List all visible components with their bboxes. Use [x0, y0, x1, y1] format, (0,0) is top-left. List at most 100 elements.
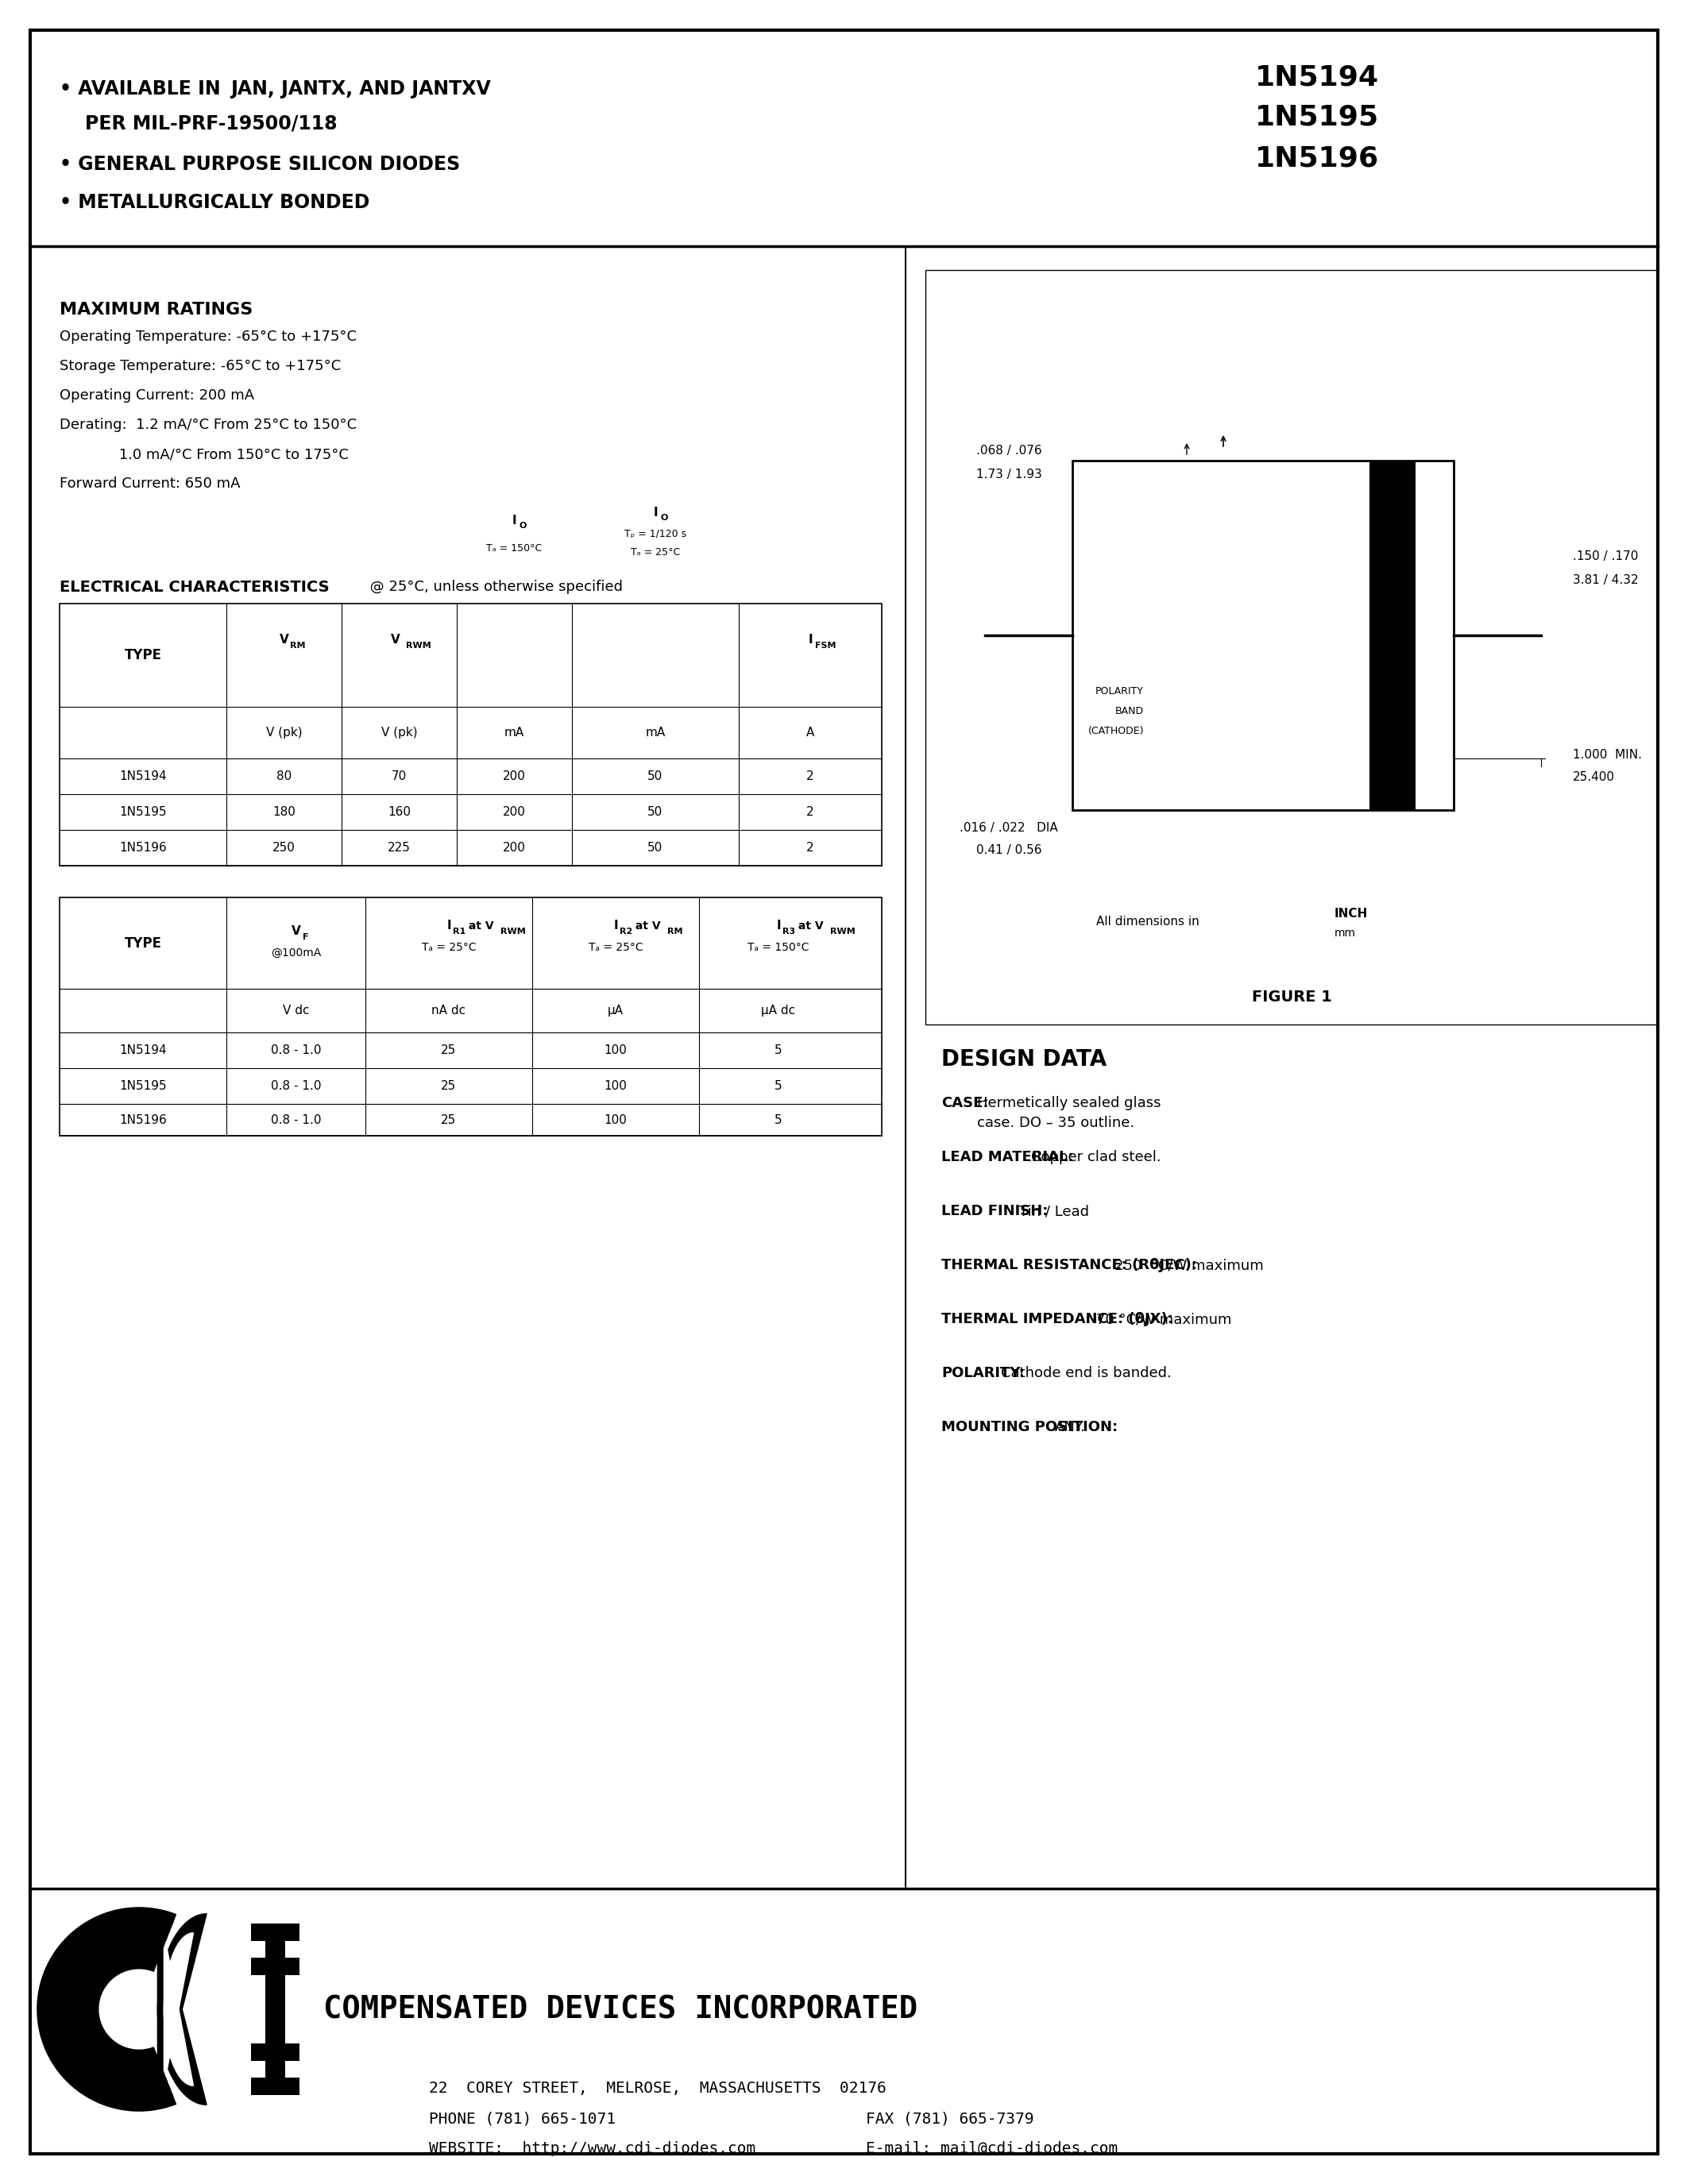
Text: I: I [776, 919, 780, 933]
Text: JAN, JANTX, AND JANTXV: JAN, JANTX, AND JANTXV [230, 79, 491, 98]
Text: 1.73 / 1.93: 1.73 / 1.93 [976, 470, 1041, 480]
Text: 0.41 / 0.56: 0.41 / 0.56 [976, 845, 1041, 856]
Text: 2: 2 [807, 806, 814, 819]
Text: 100: 100 [604, 1044, 628, 1057]
Text: • METALLURGICALLY BONDED: • METALLURGICALLY BONDED [59, 192, 370, 212]
Text: Copper clad steel.: Copper clad steel. [1031, 1151, 1161, 1164]
Text: 250: 250 [272, 841, 295, 854]
Text: 25: 25 [441, 1044, 456, 1057]
Text: 5: 5 [775, 1081, 782, 1092]
Bar [59, 898, 881, 1136]
Polygon shape [157, 1913, 206, 2105]
Bar [265, 1924, 285, 2094]
Text: 100: 100 [604, 1114, 628, 1125]
Text: 25.400: 25.400 [1573, 771, 1615, 782]
Text: FIGURE 1: FIGURE 1 [1251, 989, 1332, 1005]
Text: TYPE: TYPE [125, 649, 162, 662]
Text: 1N5195: 1N5195 [1256, 103, 1379, 131]
Text: case. DO – 35 outline.: case. DO – 35 outline. [977, 1116, 1134, 1129]
Bar [252, 1957, 299, 1974]
Text: Storage Temperature: -65°C to +175°C: Storage Temperature: -65°C to +175°C [59, 358, 341, 373]
Bar [925, 271, 1658, 1024]
Text: V: V [279, 633, 289, 644]
Text: LEAD MATERIAL:: LEAD MATERIAL: [942, 1151, 1074, 1164]
Text: 5: 5 [775, 1044, 782, 1057]
Text: O: O [520, 522, 527, 531]
Text: 225: 225 [388, 841, 410, 854]
Text: RM: RM [290, 642, 306, 649]
Text: 25: 25 [441, 1114, 456, 1125]
Text: V: V [292, 926, 300, 937]
Text: V (pk): V (pk) [267, 727, 302, 738]
Text: F: F [302, 933, 309, 941]
Text: DESIGN DATA: DESIGN DATA [942, 1048, 1107, 1070]
Text: Tₐ = 25°C: Tₐ = 25°C [422, 941, 476, 952]
Text: Tₚ = 1/120 s: Tₚ = 1/120 s [625, 529, 687, 539]
Text: mA: mA [505, 727, 525, 738]
Text: 50: 50 [648, 806, 663, 819]
Text: Tₐ = 150°C: Tₐ = 150°C [486, 544, 542, 553]
Text: MAXIMUM RATINGS: MAXIMUM RATINGS [59, 301, 253, 317]
Text: R2: R2 [619, 928, 633, 935]
Text: I: I [653, 507, 658, 518]
Text: R1: R1 [452, 928, 466, 935]
Text: 1N5195: 1N5195 [120, 806, 167, 819]
Text: CASE:: CASE: [942, 1096, 989, 1109]
Text: • GENERAL PURPOSE SILICON DIODES: • GENERAL PURPOSE SILICON DIODES [59, 155, 461, 175]
Text: RWM: RWM [830, 928, 856, 935]
Text: POLARITY:: POLARITY: [942, 1365, 1025, 1380]
Text: I: I [447, 919, 451, 933]
Text: mA: mA [645, 727, 665, 738]
Text: FSM: FSM [815, 642, 836, 649]
Text: nA dc: nA dc [432, 1005, 466, 1016]
Text: THERMAL IMPEDANCE: (θJX):: THERMAL IMPEDANCE: (θJX): [942, 1313, 1173, 1326]
Text: A: A [807, 727, 814, 738]
Text: 2: 2 [807, 841, 814, 854]
Text: Tₐ = 150°C: Tₐ = 150°C [748, 941, 809, 952]
Text: 1N5194: 1N5194 [120, 1044, 167, 1057]
Text: 0.8 - 1.0: 0.8 - 1.0 [270, 1081, 321, 1092]
Text: Derating:  1.2 mA/°C From 25°C to 150°C: Derating: 1.2 mA/°C From 25°C to 150°C [59, 417, 356, 432]
Text: .068 / .076: .068 / .076 [976, 446, 1041, 456]
Bar [252, 1924, 299, 1942]
Text: 70 °C/W maximum: 70 °C/W maximum [1097, 1313, 1232, 1326]
Text: at V: at V [795, 919, 824, 930]
Text: 200: 200 [503, 806, 527, 819]
Text: 1N5194: 1N5194 [1256, 63, 1379, 90]
Text: RWM: RWM [500, 928, 525, 935]
Text: Tₐ = 25°C: Tₐ = 25°C [589, 941, 643, 952]
Text: 0.8 - 1.0: 0.8 - 1.0 [270, 1044, 321, 1057]
Text: Tₐ = 25°C: Tₐ = 25°C [631, 546, 680, 557]
Text: at V: at V [631, 919, 660, 930]
Text: R3: R3 [783, 928, 795, 935]
Bar [252, 2044, 299, 2062]
Text: Operating Temperature: -65°C to +175°C: Operating Temperature: -65°C to +175°C [59, 330, 356, 343]
Text: 1N5196: 1N5196 [120, 1114, 167, 1125]
Bar [1072, 461, 1453, 810]
Text: 1N5196: 1N5196 [1256, 144, 1379, 173]
Text: I: I [511, 513, 517, 526]
Text: Hermetically sealed glass: Hermetically sealed glass [977, 1096, 1161, 1109]
Text: 25: 25 [441, 1081, 456, 1092]
Text: WEBSITE:  http://www.cdi-diodes.com: WEBSITE: http://www.cdi-diodes.com [429, 2140, 756, 2156]
Text: 0.8 - 1.0: 0.8 - 1.0 [270, 1114, 321, 1125]
Text: 22  COREY STREET,  MELROSE,  MASSACHUSETTS  02176: 22 COREY STREET, MELROSE, MASSACHUSETTS … [429, 2081, 886, 2097]
Text: μA dc: μA dc [761, 1005, 795, 1016]
Text: RM: RM [667, 928, 682, 935]
Text: • AVAILABLE IN: • AVAILABLE IN [59, 79, 228, 98]
Text: PHONE (781) 665-1071: PHONE (781) 665-1071 [429, 2112, 616, 2125]
Text: PER MIL-PRF-19500/118: PER MIL-PRF-19500/118 [84, 114, 338, 133]
Text: 1.000  MIN.: 1.000 MIN. [1573, 749, 1642, 760]
Text: 1N5194: 1N5194 [120, 771, 167, 782]
Text: THERMAL RESISTANCE: (RθJEC):: THERMAL RESISTANCE: (RθJEC): [942, 1258, 1197, 1273]
Text: (CATHODE): (CATHODE) [1087, 725, 1144, 736]
Text: 200: 200 [503, 841, 527, 854]
Text: @ 25°C, unless otherwise specified: @ 25°C, unless otherwise specified [365, 579, 623, 594]
Text: O: O [660, 513, 667, 522]
Text: V: V [390, 633, 400, 644]
Text: 2: 2 [807, 771, 814, 782]
Text: Forward Current: 650 mA: Forward Current: 650 mA [59, 476, 240, 491]
Text: 200: 200 [503, 771, 527, 782]
Text: 50: 50 [648, 771, 663, 782]
Text: μA: μA [608, 1005, 623, 1016]
